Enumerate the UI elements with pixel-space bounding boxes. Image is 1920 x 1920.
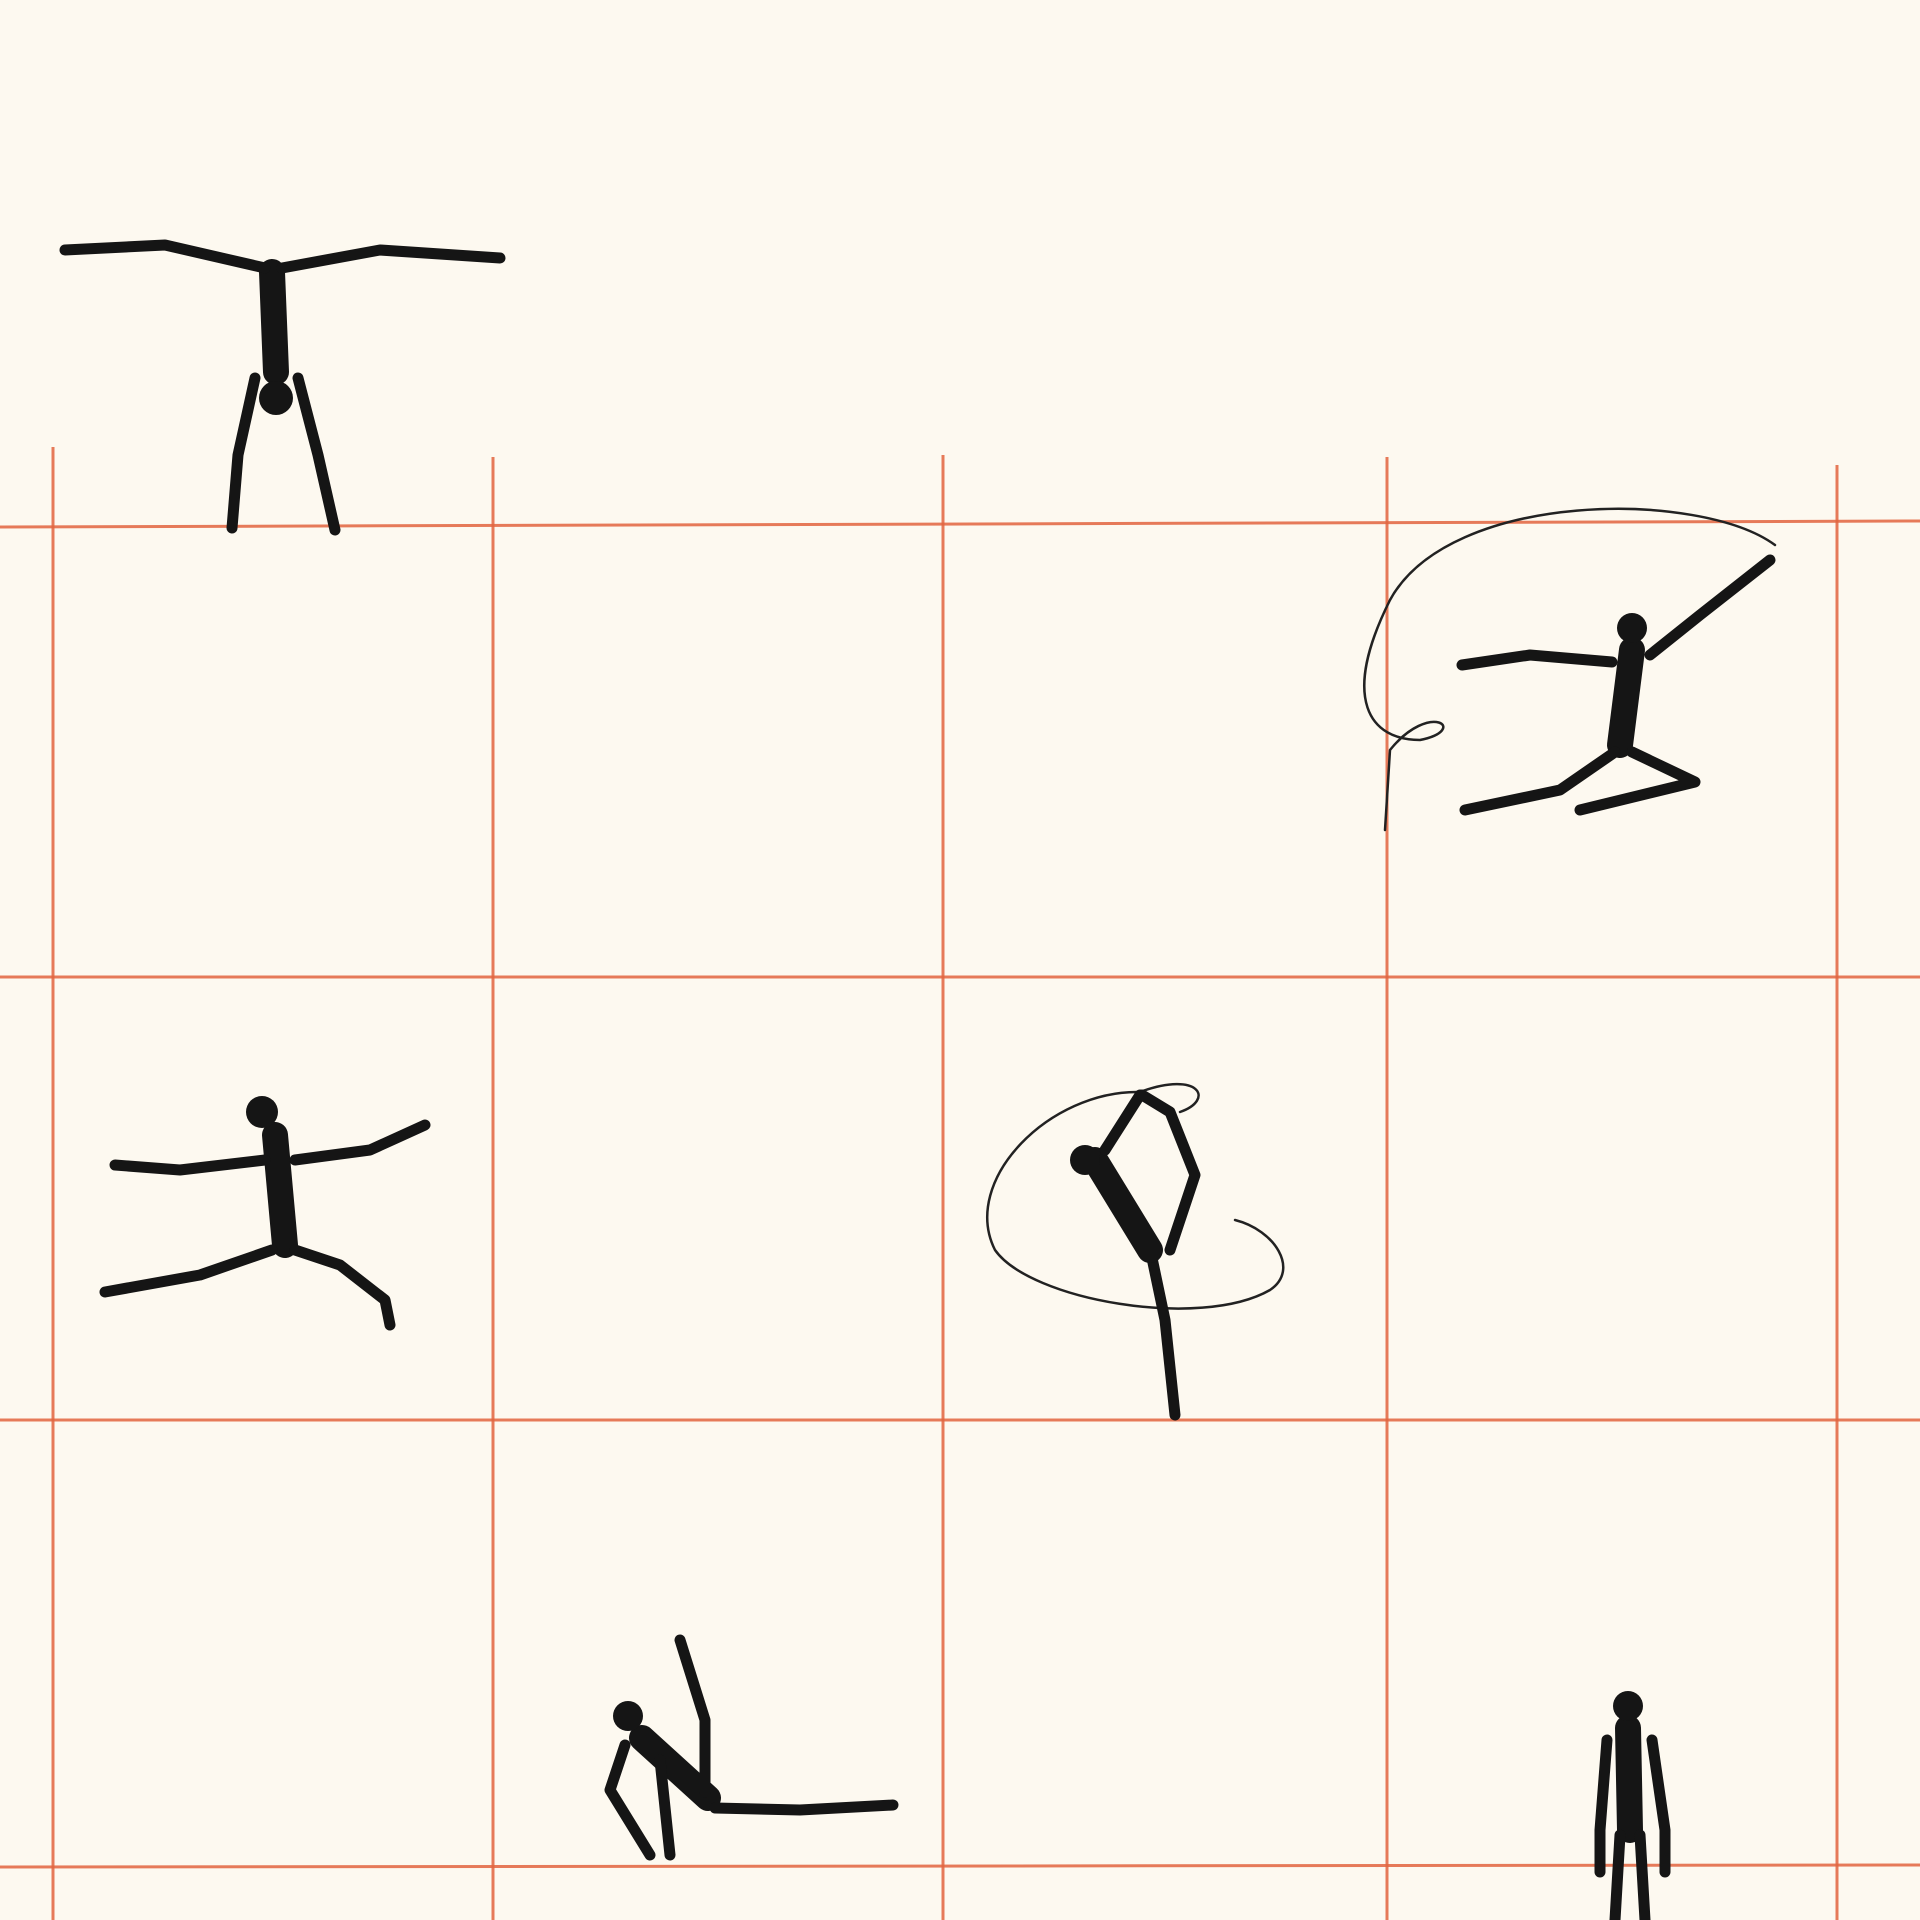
ribbon-balance-figure bbox=[986, 1082, 1285, 1421]
floor-pose-figure bbox=[604, 1634, 899, 1861]
grid-line bbox=[0, 519, 1920, 529]
grid-line bbox=[0, 1863, 1920, 1869]
handstand-figure bbox=[59, 239, 506, 536]
standing-figure bbox=[1594, 1691, 1671, 1920]
leaping-figure bbox=[99, 1096, 431, 1331]
ribbon-kneeling-figure bbox=[1363, 507, 1777, 832]
